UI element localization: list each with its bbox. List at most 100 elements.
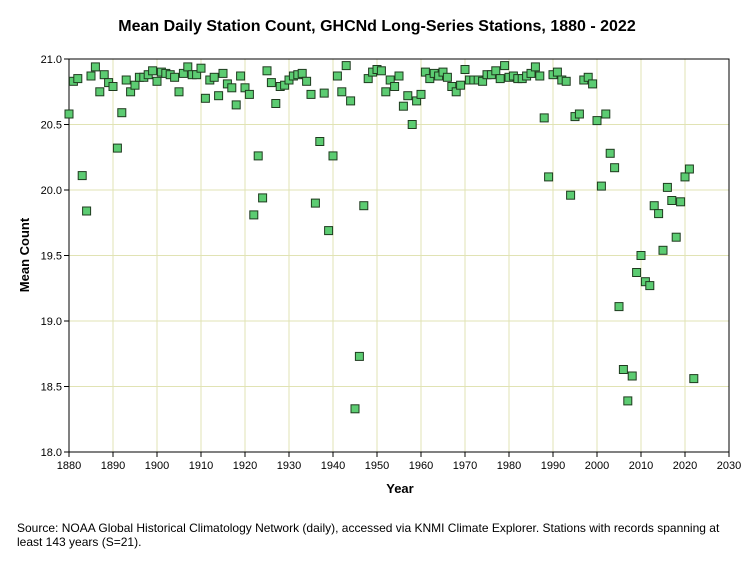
data-point (319, 88, 329, 98)
data-point (148, 66, 158, 76)
x-tick-label: 2010 (629, 460, 653, 472)
data-point (236, 71, 246, 81)
data-point (456, 80, 466, 90)
data-point (662, 182, 672, 192)
x-tick-label: 1930 (277, 460, 301, 472)
data-point (618, 365, 628, 374)
data-point (610, 163, 620, 173)
data-point (539, 113, 549, 123)
data-point (227, 83, 237, 93)
data-point (82, 206, 92, 216)
data-point (297, 68, 307, 78)
data-point (170, 72, 180, 82)
data-point (574, 109, 584, 119)
data-point (306, 89, 316, 99)
data-point (271, 99, 281, 108)
axis-ticks: 1880 1890 1900 1910 1920 1930 1940 1950 1960 1970… (41, 54, 742, 472)
data-point (152, 76, 162, 86)
x-tick-label: 1950 (365, 460, 389, 472)
data-point (460, 65, 470, 74)
data-point (566, 190, 576, 200)
data-point (337, 87, 347, 97)
data-point (73, 74, 83, 84)
chart-title: Mean Daily Station Count, GHCNd Long-Ser… (118, 18, 636, 35)
data-point (394, 71, 404, 81)
data-point (249, 210, 259, 220)
x-tick-label: 1910 (189, 460, 213, 472)
data-point (684, 164, 694, 174)
data-point (209, 72, 219, 82)
y-tick-label: 19.0 (41, 316, 62, 328)
data-point (632, 268, 642, 277)
data-point (403, 91, 413, 101)
data-point (381, 87, 391, 97)
data-point (552, 67, 562, 77)
data-point (416, 89, 426, 99)
data-point (596, 181, 606, 191)
data-point (623, 396, 633, 406)
y-tick-label: 18.5 (41, 382, 62, 394)
data-point (112, 143, 122, 153)
data-point (95, 87, 105, 97)
data-point (121, 75, 131, 85)
data-point (262, 66, 272, 76)
data-point (667, 196, 677, 205)
data-point (535, 71, 545, 81)
data-point (491, 66, 501, 76)
data-point (605, 148, 615, 158)
y-tick-label: 21.0 (41, 54, 62, 66)
data-point (561, 76, 571, 86)
x-tick-label: 1960 (409, 460, 433, 472)
data-point (530, 62, 540, 72)
data-point (390, 82, 400, 91)
data-point (614, 302, 624, 312)
data-point (99, 70, 109, 80)
data-point (649, 201, 659, 211)
data-point (117, 108, 127, 118)
data-point (266, 78, 276, 88)
data-point (77, 171, 87, 181)
x-tick-label: 1890 (101, 460, 125, 472)
data-point (588, 79, 598, 89)
data-point (676, 197, 686, 207)
data-point (354, 351, 364, 361)
x-tick-label: 1970 (453, 460, 477, 472)
source-footnote: Source: NOAA Global Historical Climatolo… (17, 521, 720, 549)
x-tick-label: 2030 (717, 460, 741, 472)
data-point (442, 72, 452, 82)
x-tick-label: 2000 (585, 460, 609, 472)
data-point (108, 82, 118, 91)
data-point (627, 371, 637, 381)
data-point (658, 245, 668, 255)
data-point (376, 66, 386, 76)
data-point (200, 93, 210, 103)
data-point (231, 100, 241, 110)
data-point (341, 61, 351, 71)
y-axis-title: Mean Count (17, 217, 32, 292)
data-point (592, 116, 602, 126)
x-tick-label: 1940 (321, 460, 345, 472)
x-axis-title: Year (386, 481, 413, 496)
data-point (500, 61, 510, 71)
data-point (328, 151, 338, 161)
x-tick-label: 1900 (145, 460, 169, 472)
data-point (654, 209, 664, 219)
data-point (544, 172, 554, 182)
x-tick-label: 1990 (541, 460, 565, 472)
data-point (601, 109, 611, 119)
data-point (346, 96, 356, 106)
y-tick-label: 18.0 (41, 447, 62, 459)
data-point (90, 62, 100, 72)
data-point (671, 232, 681, 242)
data-point (680, 172, 690, 182)
x-tick-label: 1980 (497, 460, 521, 472)
data-point (174, 87, 184, 97)
data-point (244, 89, 254, 99)
data-point (636, 251, 646, 260)
data-point (315, 137, 325, 146)
y-tick-label: 19.5 (41, 251, 62, 263)
data-point (398, 101, 408, 111)
data-point (350, 404, 360, 414)
data-point (64, 109, 74, 119)
